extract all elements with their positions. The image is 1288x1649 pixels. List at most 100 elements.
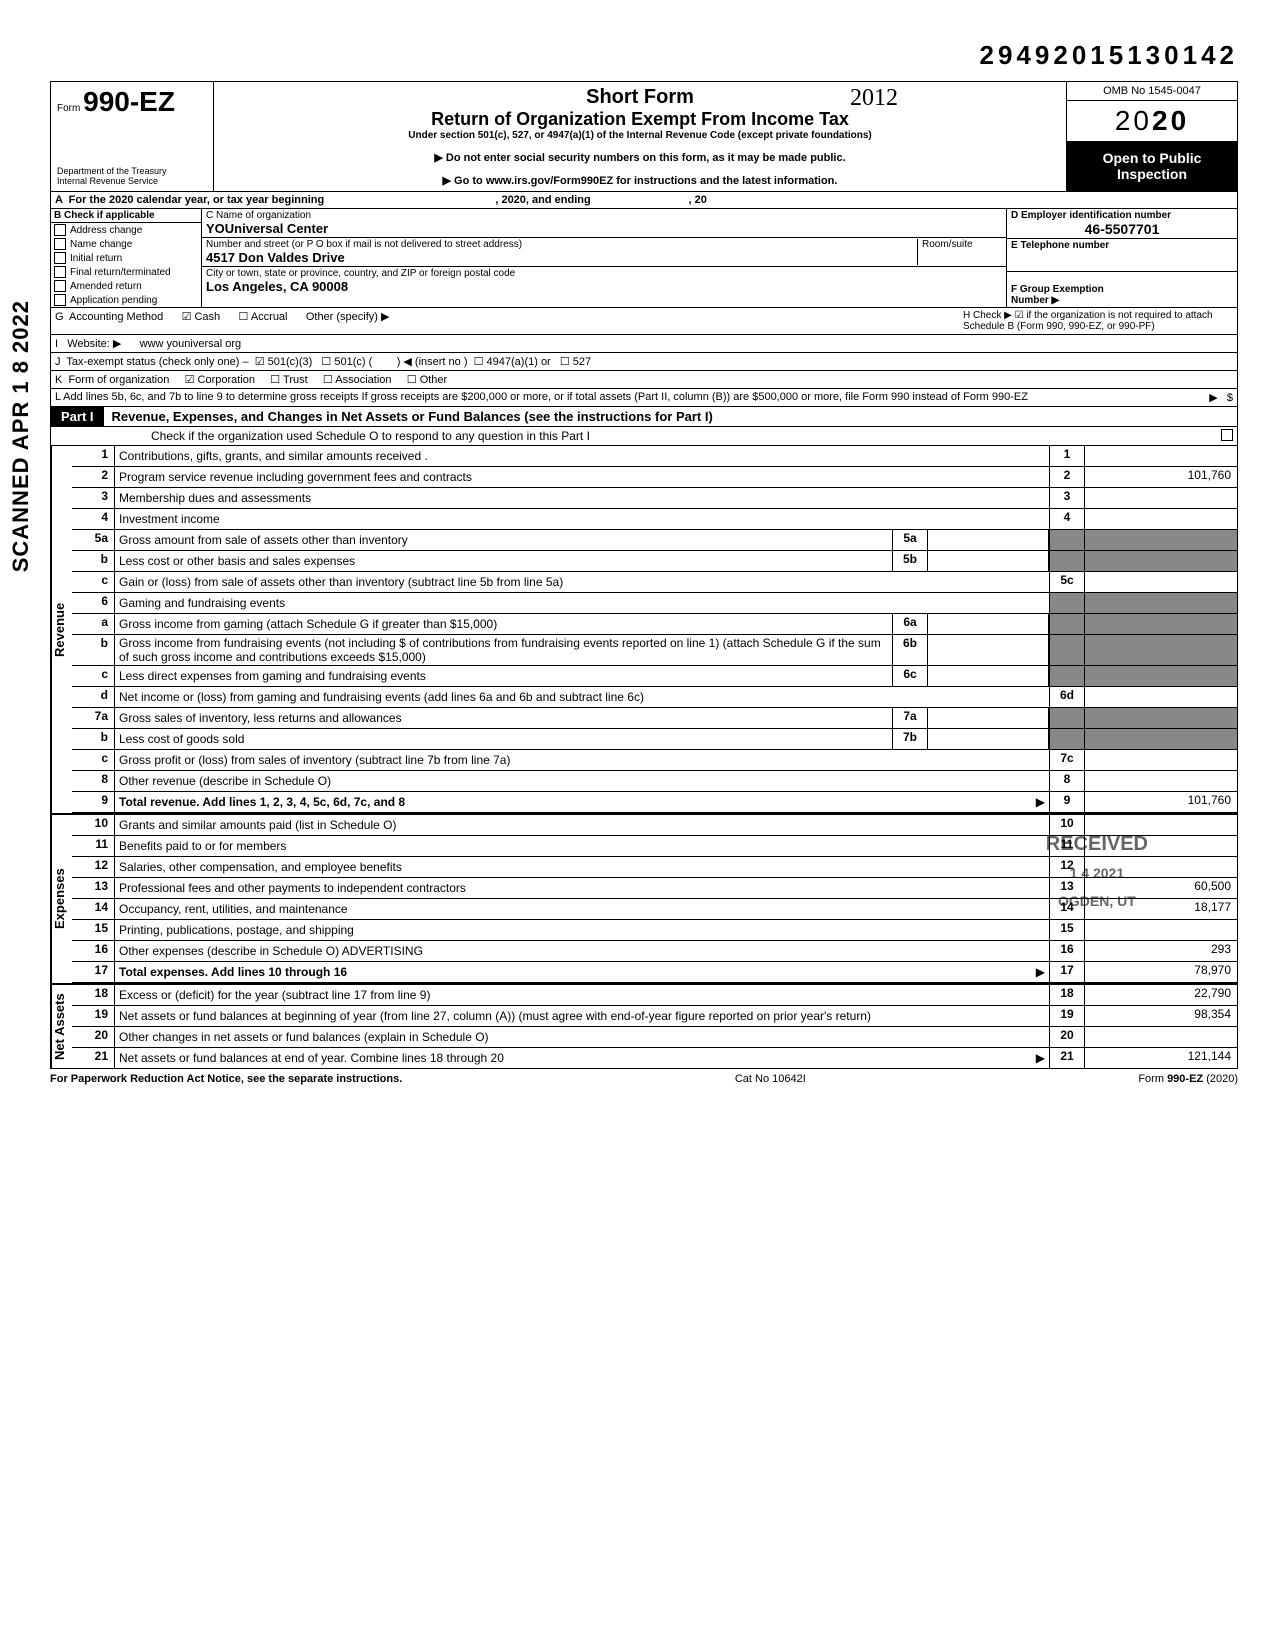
row-number: 18 (72, 985, 115, 1005)
street-row: Number and street (or P O box if mail is… (202, 238, 1006, 267)
checkbox-icon[interactable] (1221, 429, 1233, 441)
row-a: A For the 2020 calendar year, or tax yea… (51, 192, 1237, 209)
telephone-row: E Telephone number (1007, 239, 1237, 272)
right-row-number (1049, 635, 1085, 665)
checkbox-icon (54, 238, 66, 250)
row-description: Less direct expenses from gaming and fun… (115, 666, 892, 686)
right-row-value (1085, 530, 1237, 550)
row-number: 6 (72, 593, 115, 613)
table-row: 9Total revenue. Add lines 1, 2, 3, 4, 5c… (72, 792, 1237, 813)
right-row-value: 60,500 (1085, 878, 1237, 898)
table-row: cGross profit or (loss) from sales of in… (72, 750, 1237, 771)
right-row-value (1085, 687, 1237, 707)
row-number: 2 (72, 467, 115, 487)
document-number: 29492015130142 (50, 40, 1238, 71)
checkbox-icon (54, 266, 66, 278)
right-row-number: 11 (1049, 836, 1085, 856)
right-row-number: 14 (1049, 899, 1085, 919)
row-number: b (72, 551, 115, 571)
right-row-value (1085, 815, 1237, 835)
right-row-value (1085, 509, 1237, 529)
expenses-section: Expenses 10Grants and similar amounts pa… (51, 815, 1237, 985)
row-description: Other revenue (describe in Schedule O) (115, 771, 1049, 791)
right-row-value: 101,760 (1085, 467, 1237, 487)
right-row-number: 17 (1049, 962, 1085, 982)
row-description: Net income or (loss) from gaming and fun… (115, 687, 1049, 707)
goto-line: ▶ Go to www.irs.gov/Form990EZ for instru… (220, 174, 1060, 187)
right-row-value (1085, 551, 1237, 571)
right-row-number: 18 (1049, 985, 1085, 1005)
row-number: 1 (72, 446, 115, 466)
table-row: cGain or (loss) from sale of assets othe… (72, 572, 1237, 593)
right-row-value (1085, 857, 1237, 877)
right-row-number: 15 (1049, 920, 1085, 940)
row-number: 12 (72, 857, 115, 877)
handwritten-year: 2012 (850, 85, 898, 112)
right-row-number: 20 (1049, 1027, 1085, 1047)
table-row: 6Gaming and fundraising events (72, 593, 1237, 614)
right-row-value (1085, 446, 1237, 466)
chk-amended-return[interactable]: Amended return (51, 279, 201, 293)
row-description: Other expenses (describe in Schedule O) … (115, 941, 1049, 961)
ein-label: D Employer identification number (1011, 210, 1171, 221)
footer-right: Form 990-EZ (2020) (1138, 1073, 1238, 1085)
department-label: Department of the Treasury Internal Reve… (57, 167, 207, 187)
right-row-value: 18,177 (1085, 899, 1237, 919)
right-row-number: 19 (1049, 1006, 1085, 1026)
form-prefix: Form (57, 103, 80, 114)
chk-name-change[interactable]: Name change (51, 237, 201, 251)
scanned-stamp: SCANNED APR 1 8 2022 (8, 300, 34, 572)
right-row-value (1085, 572, 1237, 592)
table-row: 1Contributions, gifts, grants, and simil… (72, 446, 1237, 467)
chk-address-change[interactable]: Address change (51, 223, 201, 237)
group-exemption-row: F Group Exemption Number ▶ (1007, 272, 1237, 307)
table-row: 11Benefits paid to or for members11 (72, 836, 1237, 857)
col-de: D Employer identification number 46-5507… (1007, 209, 1237, 307)
city-label: City or town, state or province, country… (206, 268, 515, 279)
line-h: H Check ▶ ☑ if the organization is not r… (963, 310, 1233, 332)
row-number: 19 (72, 1006, 115, 1026)
line-l-arrow: ▶ $ (1209, 391, 1233, 404)
right-row-number (1049, 551, 1085, 571)
right-row-value (1085, 1027, 1237, 1047)
row-description: Net assets or fund balances at beginning… (115, 1006, 1049, 1026)
right-row-number (1049, 614, 1085, 634)
row-a-text: A For the 2020 calendar year, or tax yea… (55, 194, 707, 206)
short-form-title: Short Form (220, 86, 1060, 109)
row-number: 9 (72, 792, 115, 812)
right-row-number: 7c (1049, 750, 1085, 770)
col-c: C Name of organization YOUniversal Cente… (202, 209, 1007, 307)
right-row-value (1085, 666, 1237, 686)
right-row-value (1085, 836, 1237, 856)
ein-value: 46-5507701 (1011, 221, 1233, 237)
return-title: Return of Organization Exempt From Incom… (220, 109, 1060, 130)
row-description: Excess or (deficit) for the year (subtra… (115, 985, 1049, 1005)
right-row-number (1049, 593, 1085, 613)
row-number: 16 (72, 941, 115, 961)
city-row: City or town, state or province, country… (202, 267, 1006, 295)
row-description: Gross income from gaming (attach Schedul… (115, 614, 892, 634)
part1-check-o: Check if the organization used Schedule … (51, 427, 1237, 446)
part1-label: Part I (51, 407, 104, 426)
checkbox-icon (54, 252, 66, 264)
mid-row-number: 6b (892, 635, 928, 665)
line-k: K Form of organization ☑ Corporation ☐ T… (55, 373, 447, 386)
chk-initial-return[interactable]: Initial return (51, 251, 201, 265)
netassets-vlabel: Net Assets (51, 985, 72, 1068)
table-row: 20Other changes in net assets or fund ba… (72, 1027, 1237, 1048)
right-row-number (1049, 666, 1085, 686)
right-row-number: 2 (1049, 467, 1085, 487)
right-row-number: 10 (1049, 815, 1085, 835)
line-j: J Tax-exempt status (check only one) – ☑… (55, 355, 591, 368)
right-row-number: 12 (1049, 857, 1085, 877)
form-number-text: 990-EZ (83, 86, 175, 117)
arrow-icon: ▶ (1036, 795, 1045, 809)
right-row-number: 16 (1049, 941, 1085, 961)
row-number: 5a (72, 530, 115, 550)
mid-row-number: 7b (892, 729, 928, 749)
line-l-row: L Add lines 5b, 6c, and 7b to line 9 to … (51, 389, 1237, 407)
chk-final-return[interactable]: Final return/terminated (51, 265, 201, 279)
chk-application-pending[interactable]: Application pending (51, 293, 201, 307)
table-row: 5aGross amount from sale of assets other… (72, 530, 1237, 551)
table-row: 2Program service revenue including gover… (72, 467, 1237, 488)
